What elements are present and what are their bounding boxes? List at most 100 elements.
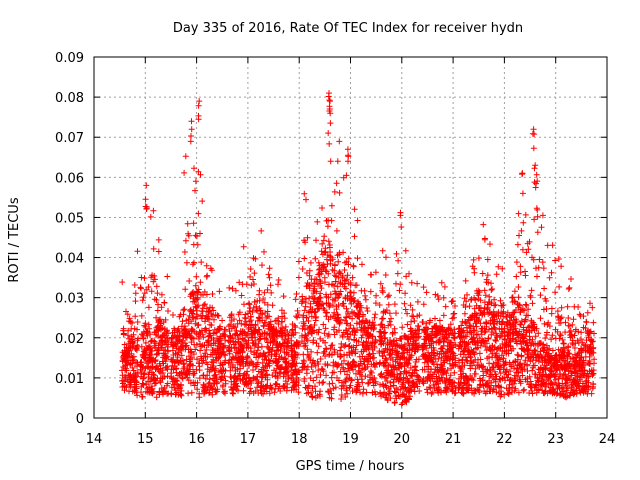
data-point (407, 393, 413, 400)
data-point (531, 165, 538, 172)
data-point (441, 283, 448, 290)
data-point (310, 357, 317, 364)
data-point (266, 390, 273, 397)
data-point (194, 386, 201, 393)
data-point (130, 356, 137, 363)
data-point (174, 378, 181, 384)
data-point (130, 331, 137, 338)
data-point (141, 290, 148, 297)
data-point (219, 317, 226, 324)
data-point (342, 394, 349, 400)
data-point (263, 388, 270, 395)
data-point (181, 364, 188, 370)
data-point (493, 338, 499, 344)
data-point (346, 325, 352, 332)
data-point (193, 233, 200, 240)
data-point (181, 249, 188, 255)
data-point (423, 289, 430, 296)
data-point (326, 140, 333, 147)
data-point (155, 236, 162, 243)
data-point (345, 255, 352, 262)
data-point (350, 289, 357, 296)
data-point (542, 335, 549, 342)
data-point (256, 327, 263, 333)
y-tick-label: 0.02 (55, 332, 84, 347)
data-point (342, 285, 349, 292)
data-point (275, 321, 282, 327)
data-point (157, 316, 164, 323)
data-point (300, 312, 307, 319)
data-point (222, 326, 229, 333)
data-point (252, 337, 259, 344)
data-point (442, 303, 449, 310)
data-point (319, 301, 326, 307)
data-point (259, 262, 265, 269)
data-point (392, 329, 398, 336)
data-point (260, 296, 267, 302)
data-point (245, 337, 252, 344)
data-point (483, 347, 490, 354)
data-point (181, 306, 188, 313)
data-point (178, 382, 185, 389)
data-point (364, 308, 371, 314)
data-point (266, 265, 273, 272)
data-point (409, 313, 416, 319)
data-point (331, 282, 337, 289)
data-point (511, 288, 518, 295)
data-point (396, 287, 403, 294)
data-point (522, 272, 529, 279)
data-point (179, 318, 186, 325)
data-point (178, 392, 185, 399)
data-point (402, 306, 409, 313)
data-point (202, 375, 209, 382)
data-point (195, 321, 202, 328)
data-point (343, 305, 350, 312)
data-point (359, 261, 365, 268)
data-point (344, 390, 351, 397)
data-point (334, 158, 341, 165)
data-point (121, 387, 128, 394)
data-point (402, 247, 409, 254)
data-point (183, 259, 190, 266)
data-point (173, 377, 180, 384)
data-point (384, 378, 391, 385)
data-point (513, 273, 520, 280)
data-point (527, 294, 534, 301)
data-point (183, 342, 190, 349)
data-point (327, 345, 334, 352)
data-point (565, 286, 572, 292)
data-point (385, 322, 392, 329)
data-point (312, 295, 318, 301)
data-point (153, 314, 160, 321)
data-point (189, 354, 195, 361)
data-point (258, 343, 265, 350)
data-point (327, 291, 334, 298)
data-point (335, 302, 342, 309)
data-point (248, 282, 255, 289)
data-point (243, 321, 250, 328)
data-point (314, 218, 321, 225)
data-point (397, 370, 404, 377)
data-point (142, 323, 149, 330)
data-point (153, 297, 160, 303)
data-point (534, 273, 540, 280)
data-point (301, 358, 307, 365)
data-point (414, 298, 421, 305)
data-point (413, 367, 420, 374)
data-point (165, 341, 172, 348)
data-point (528, 287, 535, 294)
y-tick-label: 0.03 (55, 292, 84, 307)
data-point (204, 372, 211, 379)
data-point (132, 373, 139, 380)
data-point (517, 269, 524, 276)
data-point (215, 312, 222, 319)
data-point (408, 387, 415, 394)
data-point (246, 301, 253, 308)
data-point (190, 372, 197, 378)
data-point (317, 388, 324, 395)
data-point (159, 370, 166, 376)
data-point (140, 294, 147, 301)
data-point (424, 389, 431, 396)
data-point (529, 130, 536, 137)
data-point (372, 269, 379, 276)
